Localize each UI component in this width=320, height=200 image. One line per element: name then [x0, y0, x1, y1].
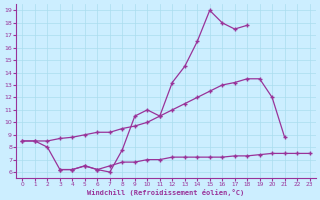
X-axis label: Windchill (Refroidissement éolien,°C): Windchill (Refroidissement éolien,°C) — [87, 189, 245, 196]
